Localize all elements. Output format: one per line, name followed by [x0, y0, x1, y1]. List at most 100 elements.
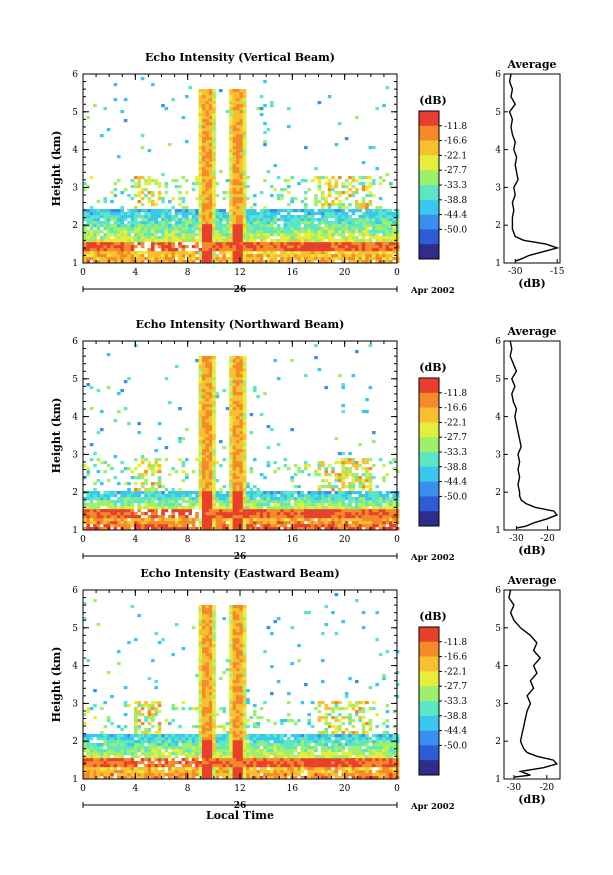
heatmap-cell — [266, 527, 271, 531]
heatmap-cell — [368, 254, 373, 258]
heatmap-cell — [222, 503, 226, 507]
heatmap-cell — [134, 185, 138, 189]
heatmap-cell — [229, 425, 233, 429]
heatmap-cell — [276, 512, 281, 516]
heatmap-cell — [100, 497, 104, 501]
heatmap-cell — [307, 245, 311, 249]
heatmap-cell — [103, 734, 107, 738]
heatmap-cell — [212, 158, 216, 162]
heatmap-cell — [307, 224, 311, 228]
heatmap-cell — [140, 197, 145, 201]
heatmap-cell — [117, 179, 121, 183]
heatmap-cell — [83, 230, 87, 234]
heatmap-cell — [208, 368, 213, 372]
heatmap-cell — [232, 170, 237, 174]
heatmap-cell — [263, 239, 267, 243]
heatmap-cell — [395, 242, 400, 246]
heatmap-cell — [242, 416, 247, 420]
heatmap-cell — [202, 107, 206, 111]
heatmap-cell — [365, 476, 369, 480]
heatmap-cell — [103, 749, 107, 753]
heatmap-cell — [344, 257, 349, 261]
heatmap-cell — [130, 224, 135, 228]
heatmap-cell — [242, 473, 247, 477]
heatmap-cell — [144, 257, 148, 261]
heatmap-cell — [205, 260, 209, 264]
heatmap-cell — [378, 230, 383, 234]
heatmap-cell — [253, 212, 257, 216]
heatmap-cell — [229, 356, 233, 360]
heatmap-cell — [229, 92, 233, 96]
heatmap-cell — [236, 233, 240, 237]
heatmap-cell — [103, 776, 107, 780]
heatmap-cell — [86, 773, 90, 777]
heatmap-cell — [297, 260, 301, 264]
heatmap-cell — [137, 761, 141, 765]
heatmap-cell — [304, 509, 308, 513]
heatmap-cell — [83, 182, 87, 186]
heatmap-cell — [317, 515, 322, 519]
heatmap-cell — [263, 104, 267, 108]
heatmap-cell — [389, 503, 393, 507]
heatmap-cell — [110, 239, 114, 243]
heatmap-cell — [188, 518, 192, 522]
heatmap-cell — [297, 215, 301, 219]
heatmap-cell — [100, 215, 104, 219]
heatmap-cell — [392, 257, 396, 261]
heatmap-cell — [273, 470, 277, 474]
heatmap-cell — [385, 497, 390, 501]
heatmap-cell — [215, 500, 220, 504]
heatmap-cell — [202, 134, 206, 138]
heatmap-cell — [283, 236, 288, 240]
heatmap-cell — [93, 230, 97, 234]
heatmap-cell — [202, 143, 206, 147]
heatmap-cell — [236, 395, 240, 399]
heatmap-cell — [93, 482, 97, 486]
heatmap-cell — [208, 104, 213, 108]
heatmap-cell — [205, 173, 209, 177]
heatmap-cell — [161, 503, 165, 507]
heatmap-cell — [164, 221, 169, 225]
heatmap-cell — [117, 224, 121, 228]
heatmap-cell — [164, 446, 169, 450]
heatmap-cell — [198, 188, 203, 192]
heatmap-cell — [222, 485, 226, 489]
heatmap-cell — [287, 257, 291, 261]
heatmap-cell — [242, 422, 247, 426]
heatmap-cell — [395, 251, 400, 255]
heatmap-cell — [178, 203, 182, 207]
heatmap-cell — [372, 236, 376, 240]
heatmap-cell — [365, 209, 369, 213]
heatmap-cell — [208, 392, 213, 396]
heatmap-cell — [140, 230, 145, 234]
heatmap-cell — [171, 467, 175, 471]
colorbar-swatch — [419, 511, 439, 527]
heatmap-cell — [96, 215, 101, 219]
heatmap-cell — [242, 476, 247, 480]
heatmap-cell — [93, 254, 97, 258]
heatmap-cell — [212, 89, 216, 93]
heatmap-cell — [113, 212, 118, 216]
heatmap-cell — [361, 203, 366, 207]
heatmap-cell — [232, 401, 237, 405]
heatmap-cell — [242, 515, 247, 519]
heatmap-cell — [185, 140, 189, 144]
heatmap-cell — [361, 239, 366, 243]
heatmap-cell — [164, 518, 169, 522]
heatmap-cell — [110, 218, 114, 222]
heatmap-cell — [382, 257, 386, 261]
heatmap-cell — [202, 512, 206, 516]
heatmap-cell — [202, 194, 206, 198]
heatmap-cell — [283, 503, 288, 507]
heatmap-cell — [205, 248, 209, 252]
heatmap-cell — [147, 491, 152, 495]
heatmap-cell — [236, 149, 240, 153]
heatmap-cell — [100, 209, 104, 213]
heatmap-cell — [120, 509, 124, 513]
heatmap-cell — [239, 485, 243, 489]
heatmap-cell — [300, 503, 305, 507]
heatmap-cell — [365, 233, 369, 237]
heatmap-cell — [259, 227, 264, 231]
heatmap-cell — [113, 188, 118, 192]
heatmap-cell — [307, 524, 311, 528]
